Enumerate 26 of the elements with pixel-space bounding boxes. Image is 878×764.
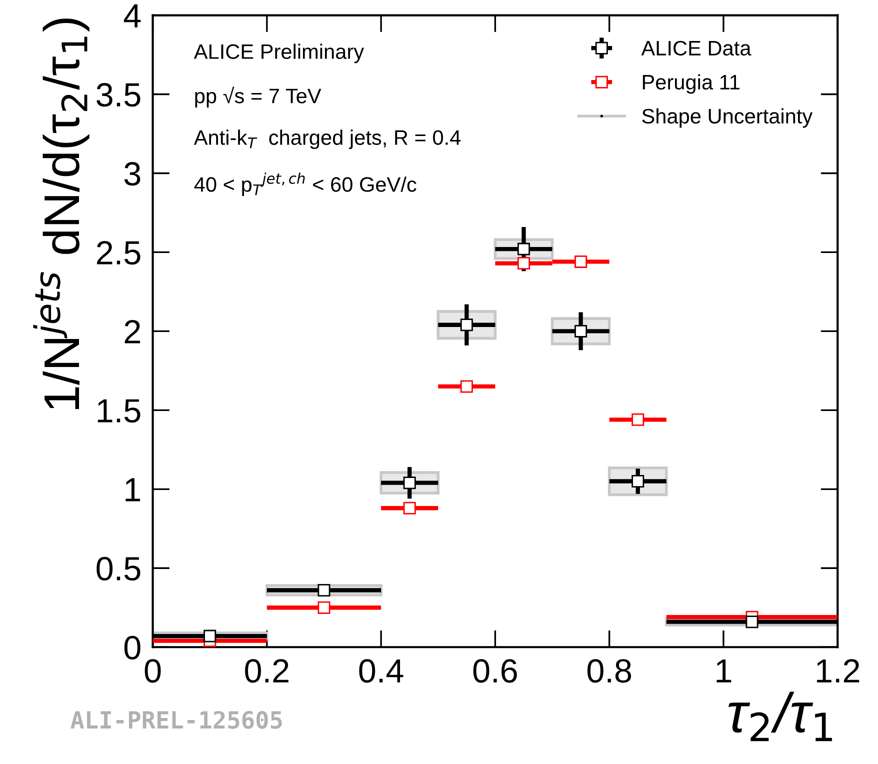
legend-label: Perugia 11: [642, 74, 740, 94]
annotation: Anti-k$_{T}$ charged jets, R = 0.4: [194, 130, 461, 150]
legend-label: ALICE Data: [641, 40, 752, 56]
y-tick-label: 1.5: [98, 399, 140, 423]
x-axis-title: τ$_{2}$/τ$_{1}$: [728, 692, 832, 742]
y-tick-label: 0: [124, 636, 140, 660]
annotation: ALICE Preliminary: [194, 44, 364, 64]
annotation: pp √s = 7 TeV: [195, 86, 322, 108]
x-tick-label: 0.6: [473, 659, 517, 683]
y-tick-label: 3.5: [96, 83, 140, 107]
text: ALI-PREL-125605: [70, 710, 282, 729]
y-tick-label: 3: [124, 162, 140, 186]
x-tick-label: 1.2: [816, 659, 860, 682]
x-tick-label: 0.8: [587, 659, 632, 683]
x-tick-label: 1: [716, 659, 732, 682]
y-tick-label: 4: [124, 4, 141, 28]
x-tick-label: 0.4: [359, 659, 404, 683]
legend-label: Shape Uncertainty: [642, 108, 813, 128]
x-tick-label: 0.2: [245, 659, 288, 683]
x-tick-label: 0: [144, 659, 161, 683]
y-tick-label: 0.5: [96, 556, 140, 581]
y-tick-label: 1: [126, 478, 140, 502]
y-tick-label: 2: [124, 320, 140, 344]
y-axis-title: 1/N$^{jets}$ dN/d(τ$_{2}$/τ$_{1}$): [33, 18, 90, 409]
y-tick-label: 2.5: [97, 241, 140, 265]
annotation: 40 < p$_{T}$$^{jet,ch}$ < 60 GeV/c: [194, 172, 416, 196]
